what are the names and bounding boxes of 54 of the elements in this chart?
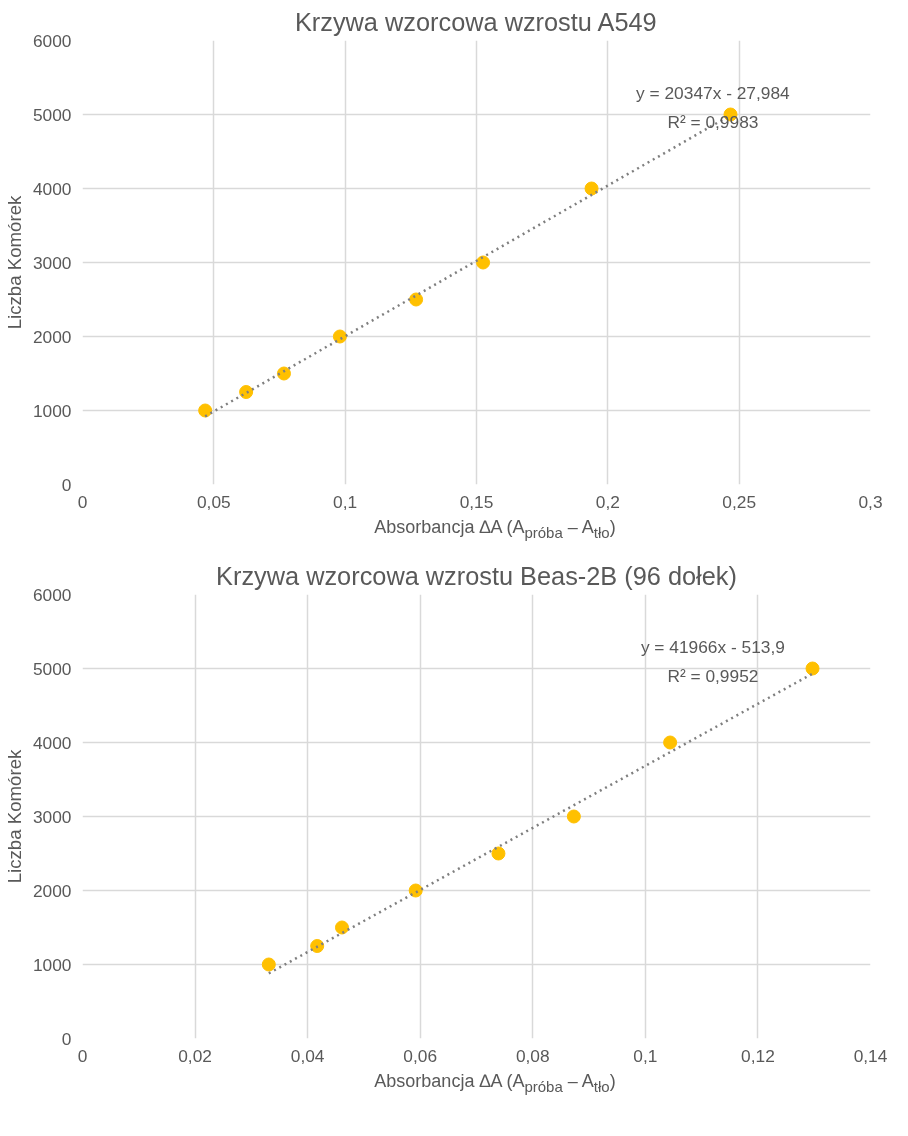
x-tick-label: 0,04 (290, 1045, 325, 1066)
y-axis-title: Liczba Komórek (3, 194, 25, 330)
annotation: R² = 0,9952 (667, 665, 759, 686)
point (334, 920, 349, 935)
y-tick-label: 0 (61, 1028, 72, 1049)
point (584, 181, 599, 196)
point (408, 883, 423, 898)
x-axis-title: Absorbancja ∆A (A$_{próba}$ – A$_{tło}$) (373, 516, 617, 543)
point (276, 366, 291, 381)
point (491, 846, 506, 861)
point (409, 292, 424, 307)
y-tick-label: 2000 (32, 880, 72, 901)
y-tick-label: 6000 (32, 584, 72, 605)
y-tick-label: 3000 (32, 252, 72, 273)
point (198, 403, 213, 418)
chart-title: Krzywa wzorcowa wzrostu A549 (294, 7, 657, 36)
y-tick-label: 4000 (32, 178, 72, 199)
annotation: R² = 0,9983 (667, 111, 759, 132)
x-tick-label: 0,15 (459, 491, 494, 512)
y-tick-label: 2000 (32, 326, 72, 347)
y-axis-title: Liczba Komórek (3, 748, 25, 884)
x-tick-label: 0,08 (515, 1045, 550, 1066)
y-tick-label: 5000 (32, 658, 72, 679)
point (663, 735, 678, 750)
x-tick-label: 0 (77, 1045, 88, 1066)
x-tick-label: 0,12 (741, 1045, 775, 1066)
point (239, 385, 254, 399)
annotation: y = 41966x - 513,9 (640, 636, 785, 657)
x-axis-title: Absorbancja ∆A (A$_{próba}$ – A$_{tło}$) (373, 1070, 617, 1097)
point (566, 809, 581, 824)
y-tick-label: 1000 (32, 400, 72, 421)
x-tick-label: 0,1 (633, 1045, 658, 1066)
y-tick-label: 3000 (32, 806, 72, 827)
x-tick-label: 0,1 (333, 491, 358, 512)
x-tick-label: 0,05 (196, 491, 231, 512)
chart-title: Krzywa wzorcowa wzrostu Beas-2B (96 dołek) (216, 561, 737, 590)
x-tick-label: 0,14 (853, 1045, 888, 1066)
point (332, 329, 347, 344)
point (805, 661, 820, 676)
y-tick-label: 6000 (32, 30, 72, 51)
x-tick-label: 0,25 (722, 491, 757, 512)
y-tick-label: 4000 (32, 732, 72, 753)
point (476, 255, 491, 270)
x-tick-label: 0,06 (403, 1045, 438, 1066)
x-tick-label: 0 (77, 491, 88, 512)
annotation: y = 20347x - 27,984 (636, 82, 791, 103)
x-tick-label: 0,02 (178, 1045, 212, 1066)
y-tick-label: 5000 (32, 104, 72, 125)
y-tick-label: 0 (61, 474, 72, 495)
x-tick-label: 0,2 (595, 491, 620, 512)
point (261, 957, 276, 972)
point (310, 939, 325, 953)
x-tick-label: 0,3 (858, 491, 883, 512)
y-tick-label: 1000 (32, 954, 72, 975)
